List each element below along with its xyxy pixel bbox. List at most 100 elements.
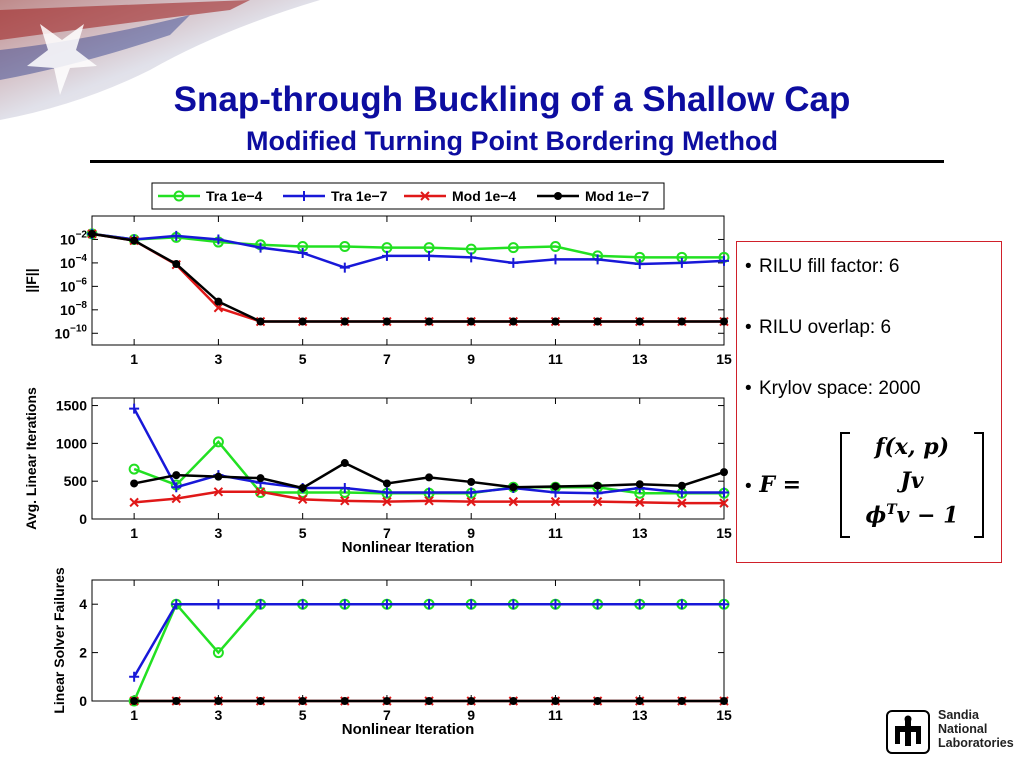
data-point [424,487,435,498]
sandia-logo: Sandia National Laboratories [886,706,1024,762]
data-point [676,599,687,610]
data-point [719,255,729,266]
data-point [298,317,307,326]
data-point [424,250,435,261]
y-tick-label: 10−8 [60,300,87,318]
y-tick-exponent: −6 [76,276,88,287]
data-point [466,487,477,498]
data-point [551,482,560,491]
data-point [172,471,181,480]
data-point [213,599,224,610]
data-point [508,599,519,610]
legend-label: Mod 1e−7 [585,188,649,204]
data-point [171,230,182,241]
data-point [509,483,518,492]
data-point [298,483,307,492]
matrix-row-2: Jv [900,468,924,494]
series-line [91,232,725,269]
series-line [91,232,724,259]
star-icon [27,24,97,95]
data-point [635,497,645,508]
x-tick-label: 7 [383,707,391,723]
data-point [467,317,476,326]
data-point [213,487,224,497]
data-point [171,482,182,493]
data-point [550,254,561,265]
data-point [635,317,644,326]
data-point [509,317,518,326]
data-point [340,496,350,506]
y-tick-label: 2 [79,645,87,661]
data-point [467,697,476,705]
sandia-thunderbird-icon [886,710,930,754]
y-tick-label: 10−10 [54,323,87,341]
data-point [88,229,96,238]
data-point [339,262,350,273]
data-point [635,697,644,705]
data-point [635,480,644,489]
legend-item: Mod 1e−7 [537,188,649,204]
y-tick-label: 0 [79,511,87,527]
data-point [128,463,140,475]
matrix-row-1: f(x, p) [874,434,950,460]
data-point [382,496,392,507]
y-axis-label: ||F|| [23,268,39,292]
y-tick-label: 10−6 [60,276,87,294]
chart-panel-1: 1 3 5 7 9 11 13 1510−210−410−610−810−10||F||Tra… [23,182,732,367]
x-tick-label: 1 [130,525,138,541]
legend-marker [420,191,430,201]
series-4 [130,459,728,492]
data-point [592,496,603,507]
y-tick-exponent: −8 [76,300,88,311]
data-point [340,317,349,326]
data-point [720,317,728,326]
x-tick-label: 13 [632,525,648,541]
data-point [130,697,139,705]
data-point [129,403,140,414]
series-2 [129,599,729,682]
legend-label: Tra 1e−7 [331,188,388,204]
series-line [91,232,724,323]
data-point [171,493,181,504]
x-tick-label: 13 [632,351,648,367]
data-point [171,599,182,610]
data-point [549,241,561,253]
x-tick-label: 15 [716,351,732,367]
data-point [634,259,645,270]
data-point [298,697,307,705]
data-point [720,468,728,477]
data-point [677,317,686,326]
data-point [339,482,350,493]
x-tick-label: 5 [299,351,307,367]
data-point [550,599,561,610]
legend-marker [299,191,309,201]
data-point [593,481,602,490]
x-tick-label: 15 [716,707,732,723]
data-point [592,488,603,499]
data-point [425,697,434,705]
data-point [507,242,519,254]
equation-matrix: f(x, p) Jv ϕTv − 1 [840,432,984,538]
y-tick-label: 1500 [56,398,87,414]
series-4 [130,697,728,705]
data-point [550,496,561,507]
x-tick-label: 5 [299,525,307,541]
y-tick-exponent: −4 [76,253,88,264]
y-tick-label: 500 [64,473,88,489]
info-box: • RILU fill factor: 6 • RILU overlap: 6 • K… [736,241,1002,563]
x-tick-label: 11 [548,351,563,367]
y-tick-label: 10−2 [60,229,87,247]
equation-lhs: • F = [745,472,802,498]
data-point [677,697,686,705]
x-tick-label: 7 [383,525,391,541]
data-point [719,498,729,508]
data-point [381,487,392,498]
data-point [551,317,560,326]
y-axis-label: Avg. Linear Iterations [23,387,39,530]
y-tick-label: 10−4 [60,253,87,271]
data-point [172,260,181,269]
data-point [212,647,224,659]
data-point [214,697,223,705]
